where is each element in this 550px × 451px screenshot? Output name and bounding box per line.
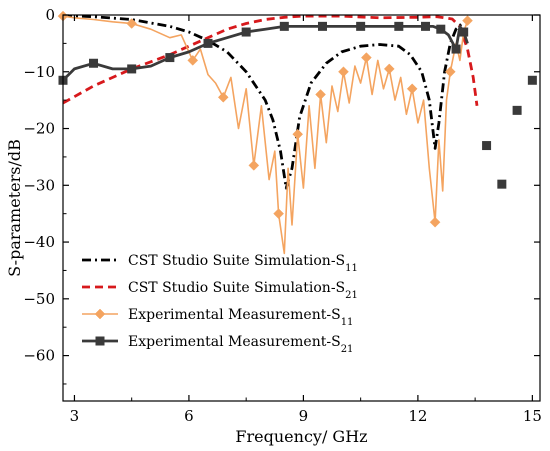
x-tick-label: 9	[299, 407, 309, 425]
x-tick-label: 15	[523, 407, 542, 425]
data-point-square	[165, 53, 175, 63]
legend-subscript-0: 11	[345, 263, 358, 274]
data-point-diamond	[217, 91, 229, 103]
y-tick-label: −10	[23, 63, 55, 81]
legend-subscript-1: 21	[345, 290, 358, 301]
data-point-square	[459, 27, 469, 37]
plot-frame	[62, 14, 541, 402]
data-point-square	[497, 179, 507, 189]
data-point-square	[512, 105, 522, 115]
legend-subscript-3: 21	[341, 344, 354, 355]
data-point-square	[436, 24, 446, 34]
data-point-diamond	[292, 128, 304, 140]
data-point-diamond	[187, 55, 199, 66]
data-point-diamond	[315, 89, 326, 100]
data-point-square	[356, 21, 366, 31]
data-point-diamond	[248, 160, 260, 171]
series-line-2	[63, 15, 469, 255]
legend-label-1: CST Studio Suite Simulation-S21	[128, 280, 358, 301]
data-point-diamond	[361, 52, 372, 63]
y-tick-label: −50	[23, 290, 55, 308]
legend-label-2: Experimental Measurement-S11	[128, 307, 353, 328]
legend-subscript-2: 11	[341, 317, 354, 328]
x-tick-label: 3	[70, 407, 80, 425]
data-point-diamond	[429, 216, 441, 228]
legend-marker-3	[95, 336, 105, 346]
data-point-square	[317, 21, 327, 31]
y-tick-label: −30	[23, 176, 55, 194]
data-point-diamond	[126, 18, 138, 29]
data-point-diamond	[462, 15, 473, 27]
data-point-square	[89, 58, 99, 68]
y-axis-label: S-parameters/dB	[5, 139, 24, 277]
legend-label-0: CST Studio Suite Simulation-S11	[128, 253, 358, 274]
data-point-square	[241, 27, 251, 37]
data-point-diamond	[383, 63, 395, 75]
legend-marker-2	[94, 308, 106, 320]
y-tick-label: −40	[23, 233, 55, 251]
y-tick-label: −20	[23, 120, 55, 138]
y-tick-label: −60	[23, 347, 55, 365]
data-point-diamond	[406, 83, 418, 95]
data-point-square	[394, 21, 404, 31]
data-point-square	[482, 141, 492, 151]
x-tick-label: 12	[408, 407, 427, 425]
data-point-diamond	[273, 208, 284, 220]
series-line-0	[63, 15, 465, 190]
x-axis-label: Frequency/ GHz	[235, 427, 367, 446]
data-point-square	[421, 21, 431, 31]
data-point-diamond	[444, 66, 456, 78]
legend-label-3: Experimental Measurement-S21	[128, 334, 353, 355]
y-tick-label: 0	[45, 6, 55, 24]
data-point-square	[203, 38, 213, 48]
data-point-square	[451, 44, 461, 54]
data-point-diamond	[338, 66, 349, 78]
data-point-square	[127, 64, 137, 74]
data-point-square	[527, 75, 537, 85]
x-tick-label: 6	[184, 407, 194, 425]
data-point-square	[279, 21, 289, 31]
